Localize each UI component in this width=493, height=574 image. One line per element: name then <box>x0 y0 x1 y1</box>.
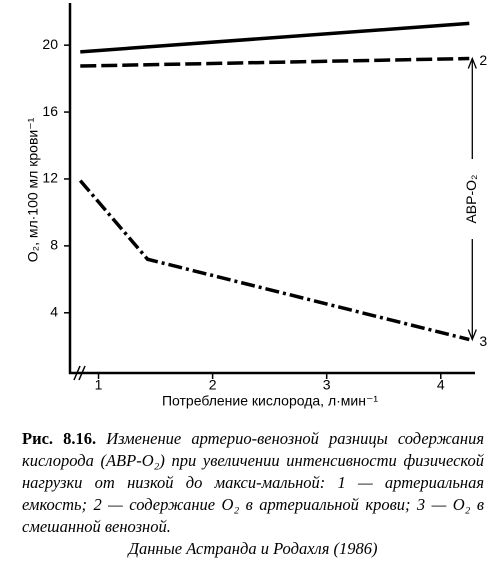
x-tick-label: 2 <box>209 377 217 393</box>
caption-number: Рис. 8.16. <box>22 429 97 448</box>
series-label: 3 <box>479 333 487 349</box>
caption: Рис. 8.16. Изменение артерио-венозной ра… <box>22 428 484 560</box>
caption-text: Изменение артерио-венозной разницы содер… <box>22 429 484 536</box>
line <box>78 179 470 342</box>
y-axis-label: O₂, мл·100 мл крови⁻¹ <box>25 117 41 262</box>
line <box>80 21 470 54</box>
y-tick-label: 20 <box>42 36 58 52</box>
line <box>80 56 470 68</box>
y-tick-label: 16 <box>42 103 58 119</box>
x-tick-label: 1 <box>95 377 103 393</box>
arrow-head <box>467 329 477 342</box>
series-label: 2 <box>479 52 487 68</box>
x-tick-label: 3 <box>323 377 331 393</box>
annotation: АВР-O₂ <box>463 175 479 224</box>
y-tick-label: 4 <box>50 303 58 319</box>
chart: Потребление кислорода, л·мин⁻¹ O₂, мл·10… <box>25 3 487 409</box>
arrow-head <box>467 56 477 69</box>
caption-source: Данные Астранда и Родахля (1986) <box>128 539 378 558</box>
x-tick-label: 4 <box>437 377 445 393</box>
axis-break <box>73 365 86 381</box>
y-tick-label: 8 <box>50 237 58 253</box>
y-tick-label: 12 <box>42 170 58 186</box>
x-axis-label: Потребление кислорода, л·мин⁻¹ <box>162 393 378 409</box>
